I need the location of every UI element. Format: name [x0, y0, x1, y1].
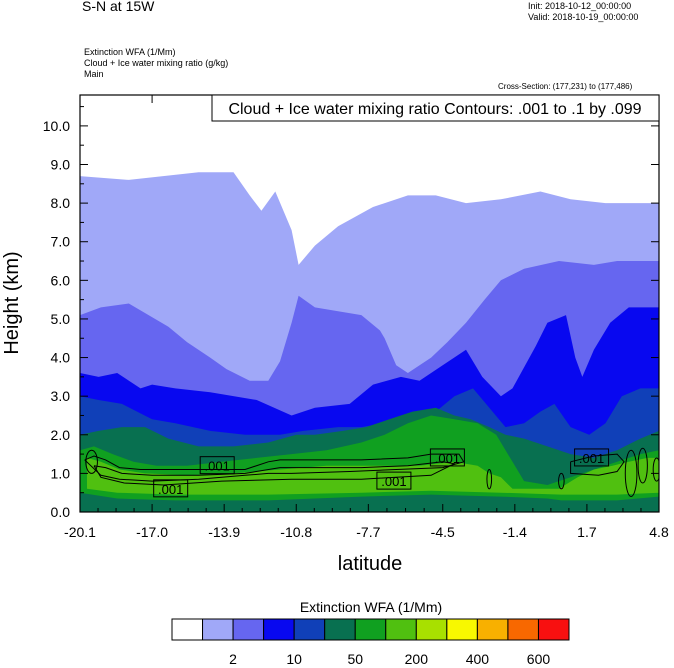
contour-info-box: Cloud + Ice water mixing ratio Contours:… [211, 94, 660, 122]
contour-label-3: .001 [381, 474, 406, 489]
legend-swatch-11 [507, 618, 539, 641]
legend-swatch-2 [232, 618, 265, 641]
y-tick-label-9: 9.0 [51, 157, 71, 173]
contour-label-box-1 [153, 479, 189, 498]
contour-labels: .001 .001 .001 .001 .001 [153, 448, 610, 498]
legend-swatch-4 [293, 618, 326, 641]
legend-swatch-1 [202, 618, 234, 641]
x-tick-label-7: 1.7 [577, 524, 597, 540]
y-tick-label-8: 8.0 [51, 195, 71, 211]
legend-swatch-5 [324, 618, 356, 641]
contour-label-box-2 [199, 456, 235, 475]
x-tick-label-4: -7.7 [356, 524, 380, 540]
legend-swatch-9 [446, 618, 478, 641]
y-tick-label-4: 4.0 [51, 350, 71, 366]
y-tick-label-1: 1.0 [51, 465, 71, 481]
x-tick-label-8: 4.8 [649, 524, 669, 540]
contour-loop-4 [652, 457, 659, 482]
contour-loop-1 [85, 449, 98, 474]
legend-tick-label-5: 600 [527, 651, 551, 667]
legend-swatch-0 [171, 618, 204, 641]
legend-swatch-8 [415, 618, 448, 641]
contour-lines [84, 447, 659, 498]
page-title: S-N at 15W [82, 0, 155, 14]
field-label-mixing-ratio: Cloud + Ice water mixing ratio (g/kg) [84, 58, 229, 68]
y-tick-label-3: 3.0 [51, 388, 71, 404]
init-time: Init: 2018-10-12_00:00:00 [528, 1, 632, 11]
y-axis-label: Height (km) [1, 251, 23, 354]
legend-title: Extinction WFA (1/Mm) [300, 599, 442, 615]
contour-loop-3 [637, 447, 648, 484]
legend-tick-label-2: 50 [347, 651, 363, 667]
contour-loop-2 [624, 449, 638, 498]
contour-label-5: .001 [579, 451, 604, 466]
y-tick-label-6: 6.0 [51, 272, 71, 288]
contour-label-box-4 [429, 448, 465, 467]
contour-info-text: Cloud + Ice water mixing ratio Contours:… [228, 101, 641, 118]
y-tick-label-7: 7.0 [51, 234, 71, 250]
valid-time: Valid: 2018-10-19_00:00:00 [528, 12, 639, 22]
legend-swatch-3 [263, 618, 295, 641]
contour-label-4: .001 [435, 451, 460, 466]
x-tick-label-0: -20.1 [64, 524, 96, 540]
x-axis-label: latitude [338, 553, 403, 575]
legend-swatch-7 [385, 618, 417, 641]
contour-fills [80, 172, 659, 512]
contour-line-3 [570, 453, 625, 476]
x-tick-label-2: -13.9 [208, 524, 240, 540]
x-tick-label-1: -17.0 [136, 524, 168, 540]
y-tick-label-10: 10.0 [43, 118, 70, 134]
y-tick-label-5: 5.0 [51, 311, 71, 327]
legend-tick-label-1: 10 [286, 651, 302, 667]
x-tick-label-3: -10.8 [280, 524, 312, 540]
x-tick-label-6: -1.4 [503, 524, 527, 540]
contour-line-2 [93, 461, 457, 486]
legend-tick-label-3: 200 [405, 651, 429, 667]
y-tick-label-0: 0.0 [51, 504, 71, 520]
contour-label-box-5 [574, 448, 610, 467]
contour-loop-5 [486, 469, 493, 490]
contour-line-1 [84, 453, 465, 482]
legend-tick-label-0: 2 [229, 651, 237, 667]
legend-swatch-12 [537, 618, 570, 641]
x-tick-label-5: -4.5 [431, 524, 455, 540]
colorbar-legend: Extinction WFA (1/Mm) 2 10 50 200 400 600 [171, 599, 570, 667]
legend-swatch-6 [354, 618, 387, 641]
cross-section-label: Cross-Section: (177,231) to (177,486) [498, 82, 633, 91]
contour-fill-level-7 [87, 457, 659, 495]
contour-label-box-3 [376, 471, 412, 490]
legend-tick-label-4: 400 [466, 651, 490, 667]
contour-loop-6 [558, 472, 565, 490]
contour-label-2: .001 [205, 459, 230, 474]
y-tick-label-2: 2.0 [51, 427, 71, 443]
axes: -20.1 -17.0 -13.9 -10.8 -7.7 -4.5 -1.4 1.7 4.8 0.… [43, 95, 669, 540]
contour-label-1: .001 [158, 482, 183, 497]
field-label-extinction: Extinction WFA (1/Mm) [84, 47, 176, 57]
field-label-main: Main [84, 69, 104, 79]
legend-swatch-10 [476, 618, 509, 641]
